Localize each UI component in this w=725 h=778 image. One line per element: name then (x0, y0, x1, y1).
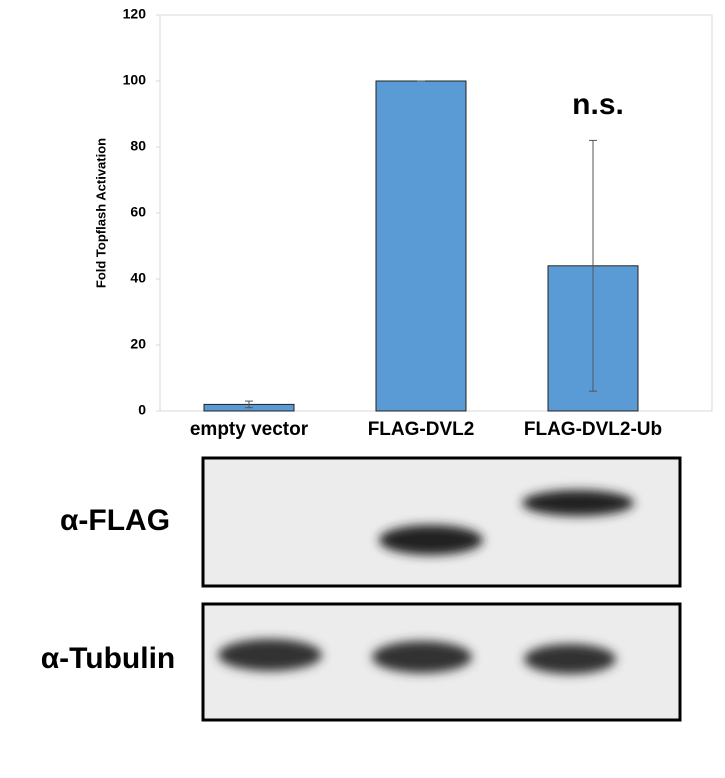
blot: α-FLAG α-Tubulin (41, 458, 680, 720)
y-tick-label: 0 (138, 402, 146, 418)
y-tick-label: 80 (130, 138, 146, 154)
y-tick-label: 60 (130, 204, 146, 220)
blot-band (522, 490, 634, 516)
y-tick-label: 20 (130, 336, 146, 352)
blot-label: α-FLAG (60, 504, 170, 537)
blot-label: α-Tubulin (41, 642, 176, 675)
y-axis-label: Fold Topflash Activation (93, 138, 108, 288)
blot-band (379, 525, 483, 555)
y-tick-label: 120 (123, 6, 147, 22)
x-tick-label: FLAG-DVL2 (368, 419, 475, 440)
blot-band (218, 639, 322, 671)
x-tick-label: FLAG-DVL2-Ub (524, 419, 662, 440)
x-tick-label: empty vector (190, 419, 309, 440)
figure: Fold Topflash Activation n.s. α-FLAG α-T… (0, 0, 725, 778)
blot-panel (203, 458, 680, 586)
y-tick-label: 100 (123, 72, 147, 88)
annotation: n.s. (572, 88, 624, 121)
blot-band (524, 644, 616, 674)
bar (376, 81, 466, 411)
blot-band (372, 641, 472, 673)
y-tick-label: 40 (130, 270, 146, 286)
